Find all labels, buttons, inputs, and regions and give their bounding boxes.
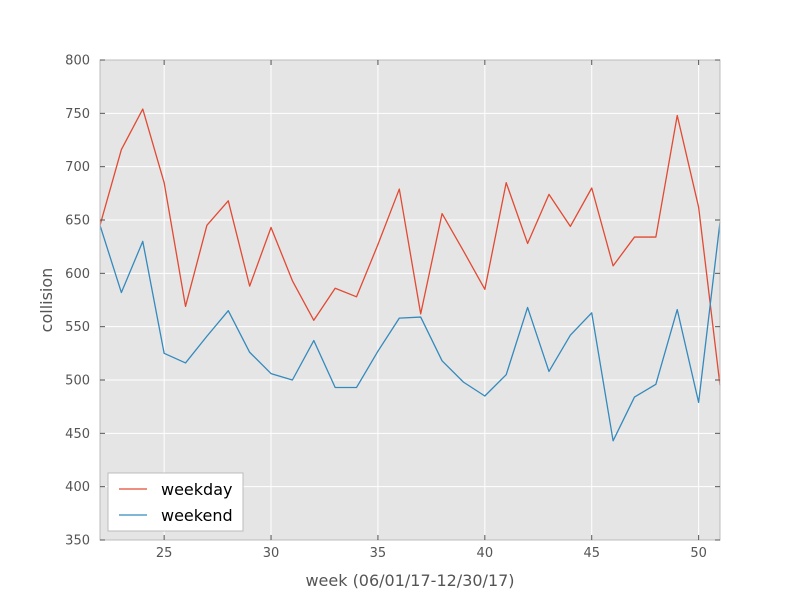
legend-label-weekend: weekend	[161, 506, 233, 525]
axis-ticks: 25 30 35 40 45 50 350 400 450 500 550 600 650 700 750 8…	[65, 54, 720, 561]
y-tick-label: 800	[65, 54, 90, 69]
y-tick-label: 700	[65, 160, 90, 175]
x-tick-label: 30	[263, 546, 280, 561]
x-tick-label: 35	[370, 546, 387, 561]
x-tick-label: 50	[690, 546, 707, 561]
grid-lines	[100, 59, 720, 541]
y-tick-label: 750	[65, 107, 90, 122]
x-tick-label: 40	[477, 546, 494, 561]
y-tick-label: 500	[65, 374, 90, 389]
y-tick-label: 400	[65, 480, 90, 495]
legend-box	[107, 472, 244, 532]
x-tick-label: 25	[156, 546, 173, 561]
y-tick-label: 550	[65, 320, 90, 335]
series-lines	[99, 108, 721, 442]
series-line-weekday	[99, 108, 721, 386]
legend-label-weekday: weekday	[161, 480, 232, 499]
y-axis-label: collision	[37, 268, 56, 333]
x-tick-label: 45	[583, 546, 600, 561]
y-tick-label: 350	[65, 534, 90, 549]
plot-background	[100, 60, 720, 540]
x-axis-label: week (06/01/17-12/30/17)	[305, 571, 514, 590]
y-tick-label: 450	[65, 427, 90, 442]
legend: weekday weekend	[107, 472, 244, 532]
y-tick-label: 650	[65, 214, 90, 229]
series-line-weekend	[99, 222, 721, 442]
plot-frame	[99, 59, 721, 541]
y-tick-label: 600	[65, 267, 90, 282]
